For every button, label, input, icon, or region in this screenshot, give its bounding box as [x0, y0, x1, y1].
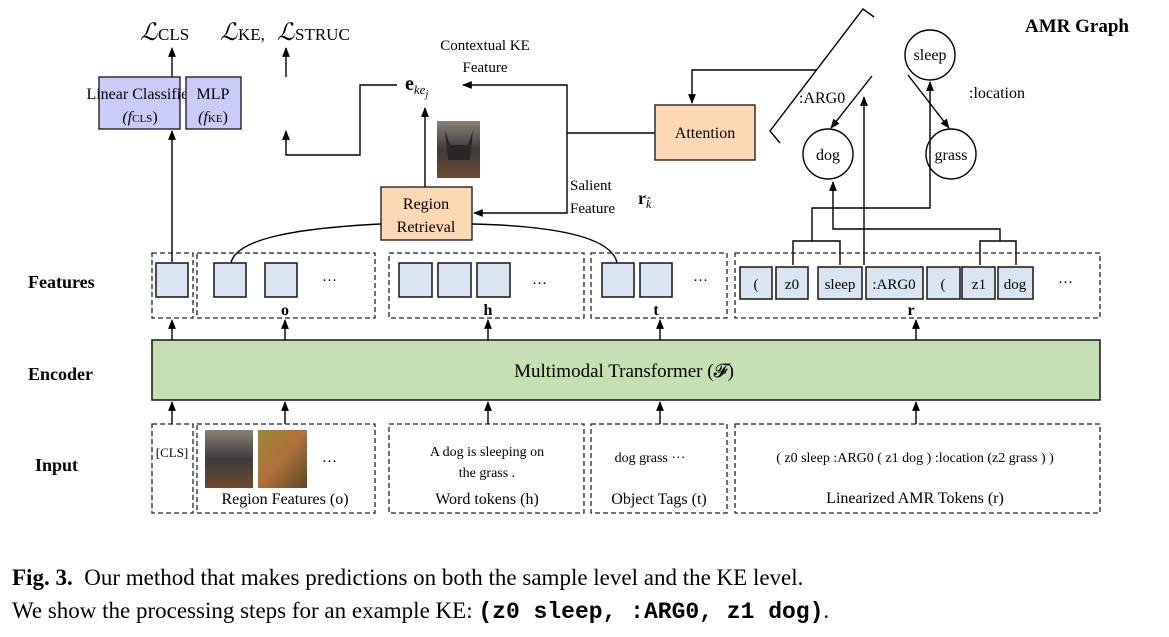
- mlp-box: MLP (fKE): [185, 76, 242, 130]
- encoder-arrows: [168, 319, 920, 424]
- region-image-grass: [258, 430, 307, 488]
- svg-text:Word tokens (h): Word tokens (h): [435, 491, 539, 508]
- svg-text:MLP: MLP: [197, 86, 230, 103]
- svg-text:···: ···: [693, 273, 708, 289]
- svg-text:Region Features (o): Region Features (o): [221, 491, 348, 508]
- encoder-box: Multimodal Transformer (𝓕): [151, 339, 1101, 401]
- figure-number: Fig. 3.: [12, 565, 73, 590]
- salient-feature-symbol: rk̂: [638, 188, 652, 211]
- caption-line-1: Fig. 3. Our method that makes prediction…: [12, 565, 804, 590]
- svg-text:( z0 sleep :ARG0 ( z1 dog ) :l: ( z0 sleep :ARG0 ( z1 dog ) :location (z…: [776, 451, 1054, 466]
- svg-text:grass: grass: [935, 147, 968, 164]
- svg-text:···: ···: [322, 273, 337, 289]
- amr-token: sleep: [825, 277, 856, 293]
- loss-ke-struc: ℒ KE, ℒ STRUC: [220, 20, 350, 46]
- contextual-ke-label: Contextual KE: [440, 38, 530, 54]
- amr-bracket: [769, 8, 875, 144]
- row-label-features: Features: [28, 272, 95, 292]
- svg-text:sleep: sleep: [914, 47, 947, 64]
- input-region-features: ··· Region Features (o): [196, 423, 376, 514]
- svg-text:Region: Region: [403, 196, 449, 213]
- amr-token: dog: [1004, 277, 1027, 293]
- region-retrieval-box: Region Retrieval: [380, 186, 473, 241]
- svg-text:KE,: KE,: [238, 25, 265, 44]
- input-object-tags: dog grass ··· Object Tags (t): [590, 423, 728, 514]
- svg-text:t: t: [653, 302, 659, 319]
- salient-feature-label: Salient: [570, 178, 612, 194]
- salient-feature-label-2: Feature: [570, 201, 615, 217]
- contextual-ke-label-2: Feature: [463, 60, 508, 76]
- amr-token: (: [941, 277, 946, 293]
- caption-code: (z0 sleep, :ARG0, z1 dog): [478, 599, 824, 625]
- svg-text:Attention: Attention: [675, 125, 735, 142]
- svg-text:(fCLS): (fCLS): [122, 109, 157, 126]
- amr-node-dog: dog: [802, 128, 854, 180]
- amr-node-sleep: sleep: [904, 29, 956, 81]
- feature-group-t: ··· t: [590, 252, 728, 319]
- amr-edge-arg0: :ARG0: [799, 90, 845, 107]
- svg-text:Retrieval: Retrieval: [397, 219, 456, 236]
- caption-line-2: We show the processing steps for an exam…: [12, 598, 830, 625]
- svg-text:···: ···: [1058, 275, 1073, 291]
- svg-text:h: h: [484, 302, 493, 319]
- contextual-ke-symbol: ekej: [405, 73, 428, 100]
- feature-group-cls: [151, 252, 194, 319]
- amr-edge-location: :location: [969, 85, 1025, 102]
- svg-text:the grass .: the grass .: [459, 466, 515, 481]
- svg-text:o: o: [281, 302, 289, 319]
- amr-token: :ARG0: [872, 277, 915, 293]
- svg-text:Linear Classifier: Linear Classifier: [86, 86, 194, 103]
- amr-token: z1: [972, 277, 986, 293]
- svg-text:Object Tags (t): Object Tags (t): [611, 491, 706, 508]
- diagram: ℒ CLS ℒ KE, ℒ STRUC Linear Classifier (f…: [28, 8, 1129, 514]
- row-label-input: Input: [35, 455, 78, 475]
- region-image-dog: [205, 430, 253, 488]
- svg-text:···: ···: [532, 276, 547, 292]
- svg-text:r: r: [907, 302, 914, 319]
- svg-text:Linearized AMR Tokens (r): Linearized AMR Tokens (r): [826, 490, 1004, 507]
- loss-cls: ℒ CLS: [140, 20, 189, 46]
- svg-text:(fKE): (fKE): [198, 109, 228, 126]
- svg-text:ℒ: ℒ: [220, 20, 238, 46]
- svg-text:ℒ: ℒ: [140, 20, 158, 46]
- svg-text:dog grass ···: dog grass ···: [615, 451, 686, 466]
- amr-token: (: [754, 277, 759, 293]
- feature-group-o: ··· o: [196, 252, 376, 319]
- amr-token: z0: [785, 277, 799, 293]
- svg-text:STRUC: STRUC: [295, 25, 350, 44]
- input-linearized-amr: ( z0 sleep :ARG0 ( z1 dog ) :location (z…: [734, 423, 1101, 514]
- amr-node-grass: grass: [925, 128, 977, 180]
- svg-text:Multimodal Transformer (𝓕): Multimodal Transformer (𝓕): [514, 361, 734, 382]
- input-cls: [CLS]: [151, 423, 194, 514]
- amr-graph-title: AMR Graph: [1025, 16, 1129, 37]
- attention-box: Attention: [654, 104, 756, 161]
- linear-classifier-box: Linear Classifier (fCLS): [86, 76, 194, 130]
- svg-text:···: ···: [322, 454, 337, 470]
- row-label-encoder: Encoder: [28, 364, 93, 384]
- svg-text:[CLS]: [CLS]: [156, 445, 189, 460]
- svg-text:ℒ: ℒ: [277, 20, 295, 46]
- svg-text:A dog is sleeping on: A dog is sleeping on: [430, 445, 544, 460]
- svg-text:dog: dog: [816, 147, 840, 164]
- feature-group-h: ··· h: [388, 252, 585, 319]
- feature-group-r: ( z0 sleep :ARG0 ( z1 dog ··· r: [734, 252, 1101, 319]
- input-word-tokens: A dog is sleeping on the grass . Word to…: [388, 423, 585, 514]
- svg-text:CLS: CLS: [158, 25, 189, 44]
- retrieved-region-image: [437, 121, 480, 178]
